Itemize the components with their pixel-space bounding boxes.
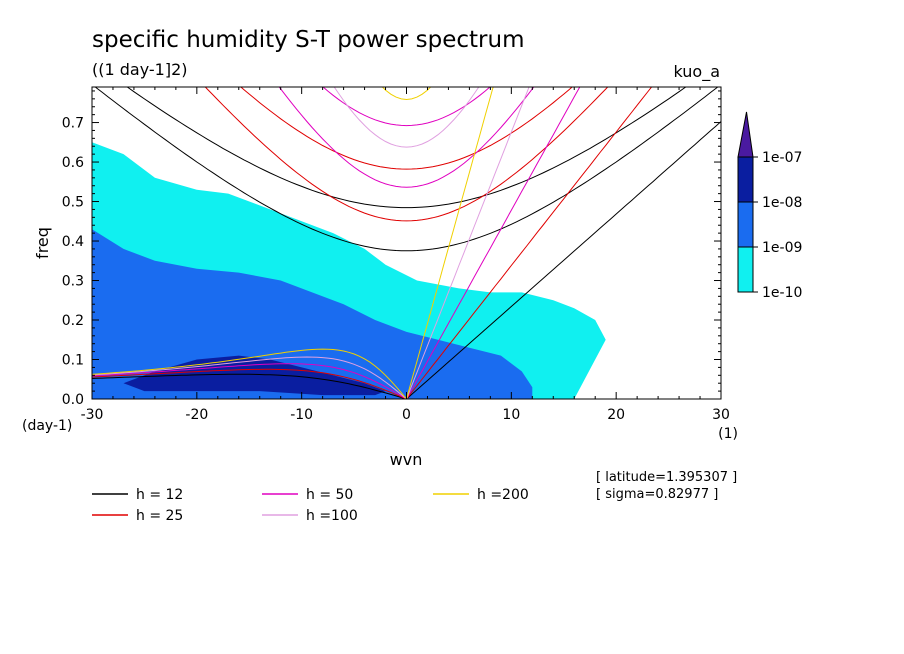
- y-tick-label: 0.1: [62, 353, 84, 369]
- x-tick-label: 0: [402, 407, 411, 423]
- x-axis-ticks: -30 -20 -10 0 10 20 30: [81, 87, 730, 423]
- corner-tag: kuo_a: [673, 62, 720, 82]
- y-tick-label: 0.3: [62, 274, 84, 290]
- legend-label-h12: h = 12: [136, 487, 183, 503]
- curve-h100-kelvin: [406, 87, 530, 399]
- y-tick-label: 0.0: [62, 392, 84, 408]
- sigma-note: [ sigma=0.82977 ]: [596, 487, 718, 502]
- y-axis-label: freq: [33, 227, 52, 259]
- legend-label-h200: h =200: [477, 487, 529, 503]
- x-tick-label: 10: [502, 407, 520, 423]
- chart-title: specific humidity S-T power spectrum: [92, 27, 524, 53]
- y-tick-label: 0.4: [62, 234, 84, 250]
- legend: h = 12 h = 25 h = 50 h =100 h =200: [92, 487, 529, 524]
- colorbar-top-arrow: [737, 111, 754, 158]
- x-tick-label: -10: [290, 407, 313, 423]
- x-tick-label: 30: [712, 407, 730, 423]
- curve-h200-ig2: [92, 0, 721, 12]
- curve-h12-ig1: [94, 87, 719, 252]
- curve-h50-rossby: [92, 363, 407, 399]
- colorbar-label: 1e-07: [762, 150, 802, 166]
- x-axis-label: wvn: [390, 450, 423, 469]
- x-tick-label: -20: [185, 407, 208, 423]
- legend-label-h100: h =100: [306, 508, 358, 524]
- colorbar-label: 1e-10: [762, 285, 802, 301]
- curve-h25-ig2: [240, 87, 573, 170]
- curve-h200-ig1: [381, 87, 432, 101]
- curve-h100-rossby: [92, 356, 407, 399]
- colorbar-band-1e-10: [737, 246, 754, 293]
- colorbar: 1e-07 1e-08 1e-09 1e-10: [737, 111, 802, 301]
- curve-h100-ig1: [333, 87, 480, 148]
- colorbar-label: 1e-09: [762, 240, 802, 256]
- shaded-regions: [92, 142, 606, 399]
- curve-h12-ig2: [126, 87, 687, 209]
- curve-h12-rossby: [92, 373, 407, 399]
- y-tick-label: 0.5: [62, 195, 84, 211]
- curve-h50-kelvin: [406, 87, 581, 399]
- curve-h12-kelvin: [406, 121, 721, 399]
- region-1e-09: [92, 229, 533, 399]
- curve-h200-kelvin: [406, 87, 494, 399]
- y-tick-label: 0.6: [62, 155, 84, 171]
- curve-h50-ig2: [322, 87, 491, 127]
- x-tick-label: 20: [607, 407, 625, 423]
- x-axis-unit: (1): [718, 426, 738, 442]
- y-axis-unit: (day-1): [22, 418, 72, 434]
- legend-label-h25: h = 25: [136, 508, 183, 524]
- curve-h200-rossby: [92, 348, 407, 399]
- latitude-note: [ latitude=1.395307 ]: [596, 470, 737, 485]
- curve-h50-ig1: [278, 87, 535, 188]
- dispersion-curves: [92, 0, 721, 399]
- curve-h25-kelvin: [406, 87, 653, 399]
- y-tick-label: 0.2: [62, 313, 84, 329]
- colorbar-band-1e-08: [737, 156, 754, 203]
- y-axis-ticks: 0.0 0.1 0.2 0.3 0.4 0.5 0.6 0.7: [62, 90, 721, 408]
- curve-h25-ig1: [204, 87, 609, 222]
- colorbar-band-1e-09: [737, 201, 754, 248]
- legend-label-h50: h = 50: [306, 487, 353, 503]
- curve-h25-rossby: [92, 368, 407, 399]
- chart-subtitle: ((1 day-1]2): [92, 60, 188, 79]
- y-tick-label: 0.7: [62, 116, 84, 132]
- colorbar-label: 1e-08: [762, 195, 802, 211]
- x-tick-label: -30: [81, 407, 104, 423]
